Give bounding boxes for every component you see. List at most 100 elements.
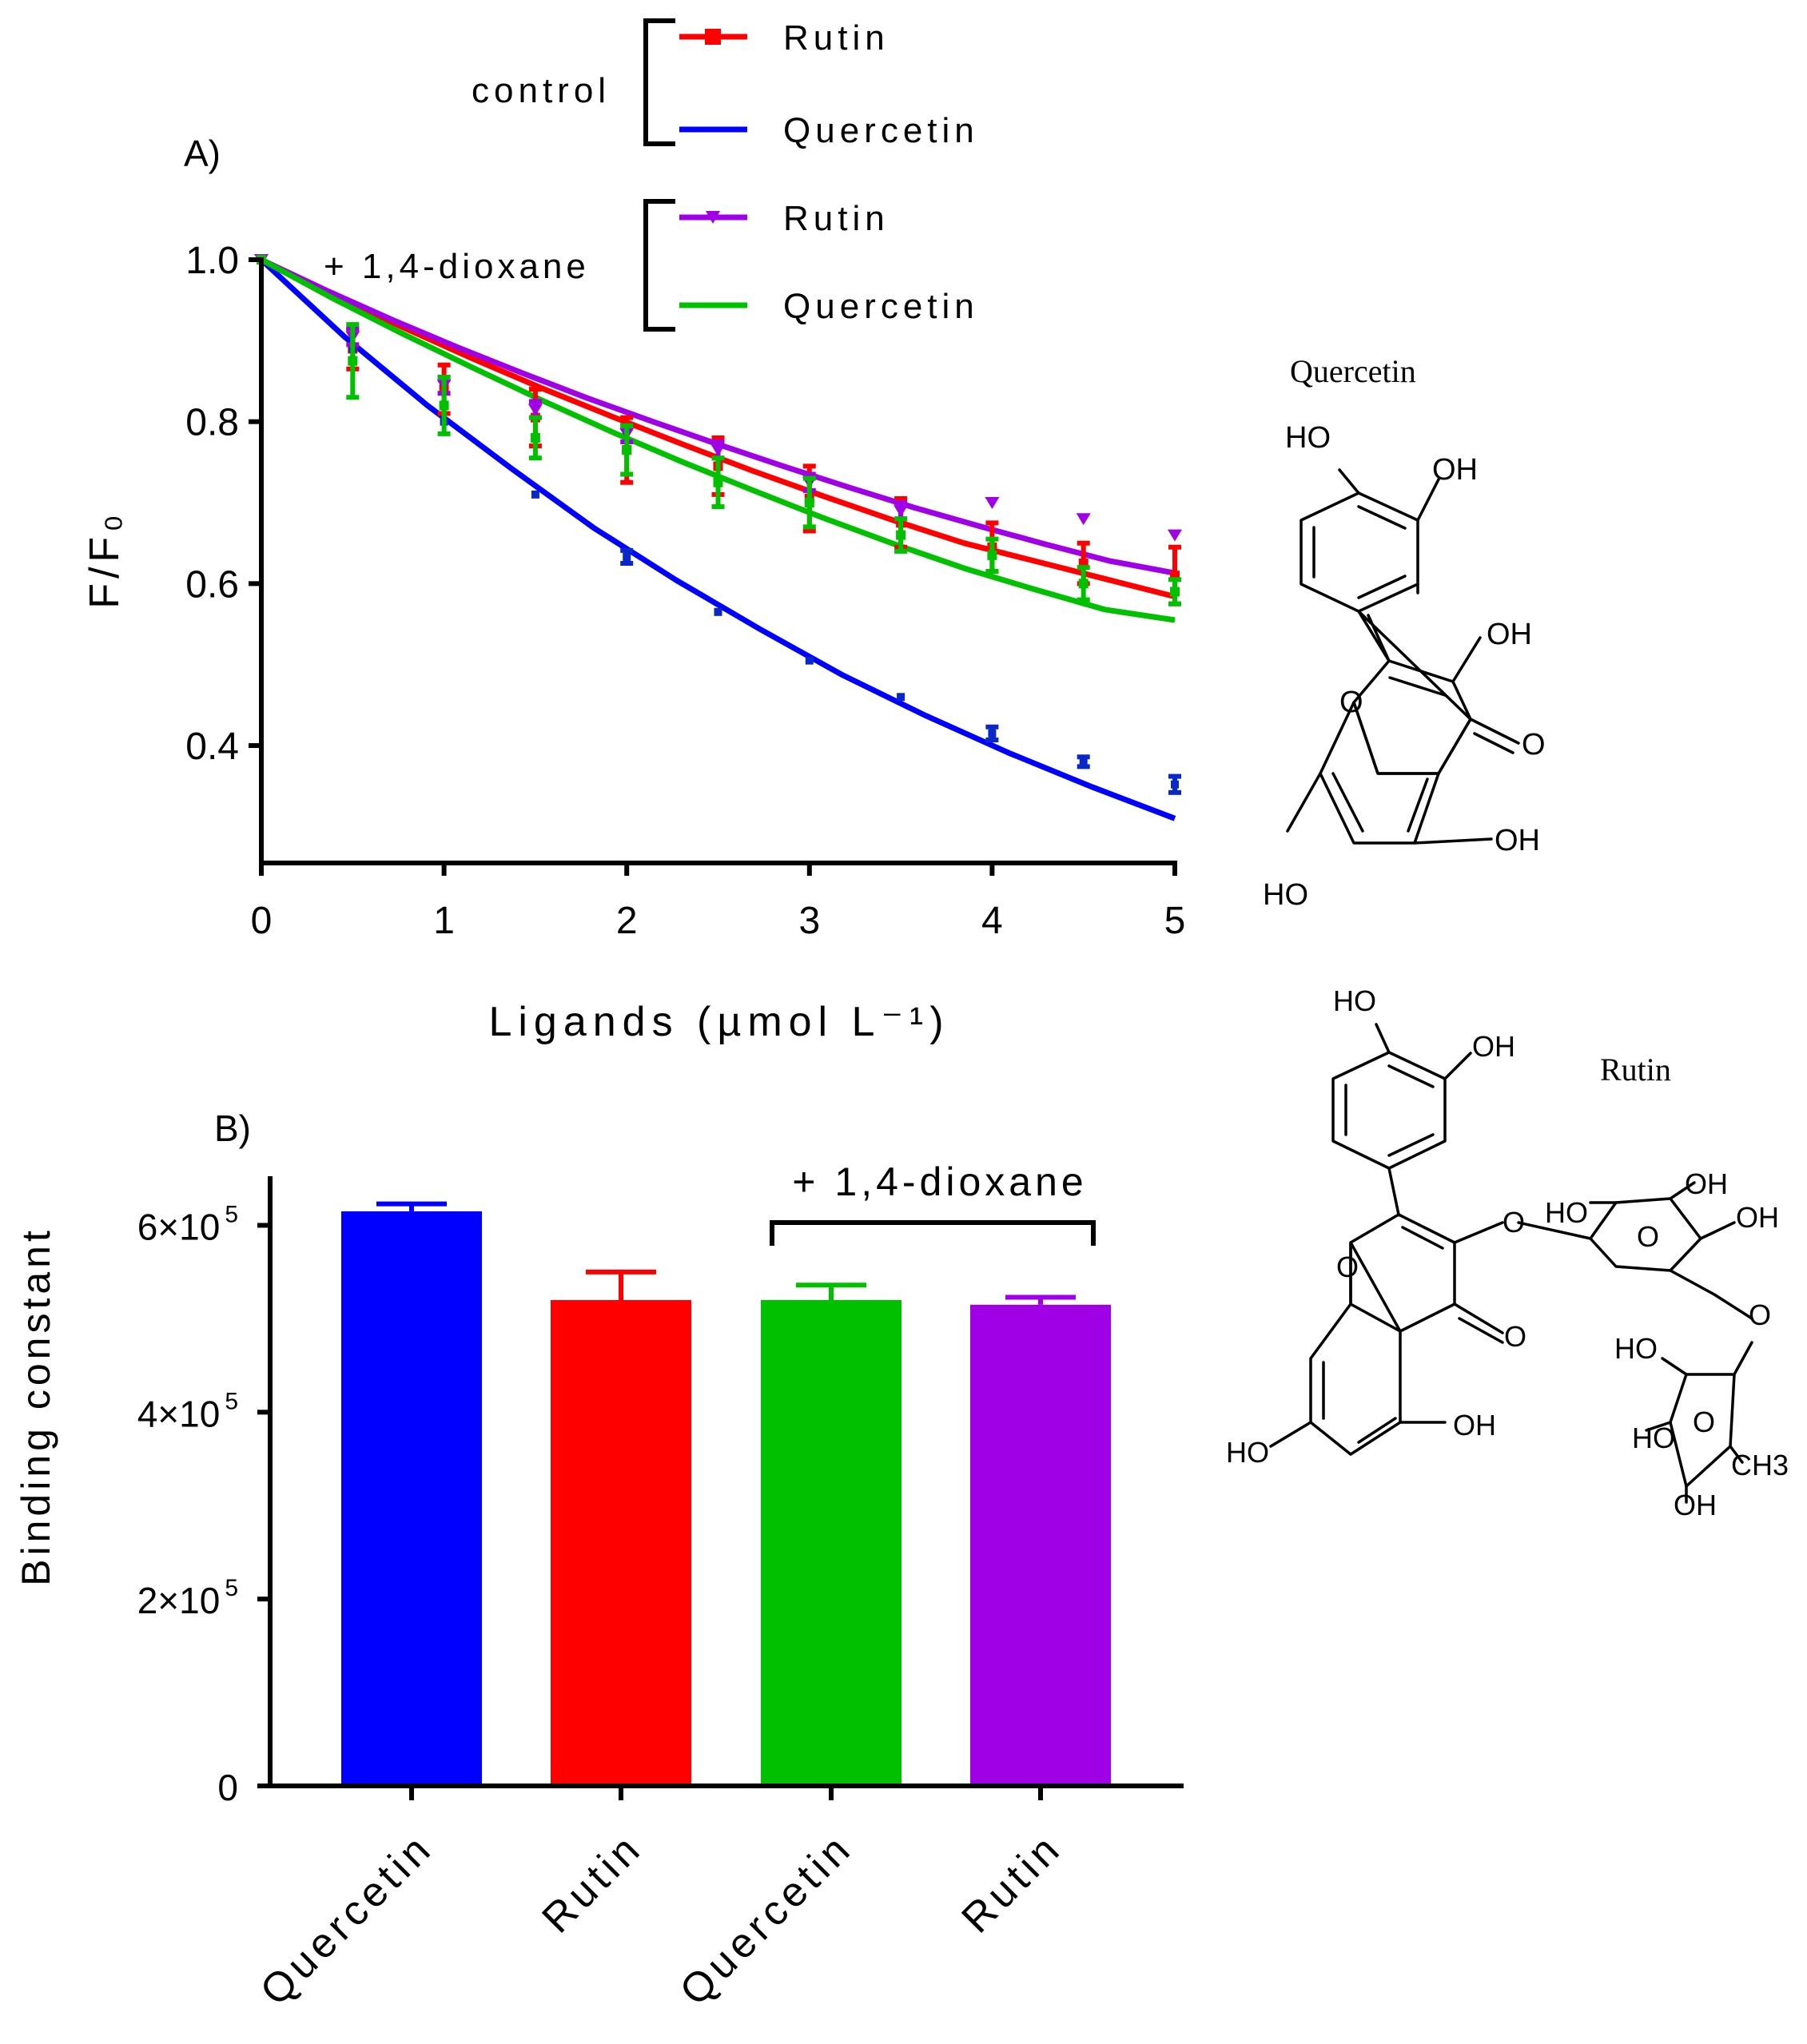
- data-point: [1078, 579, 1089, 589]
- rutin-structure-name: Rutin: [1600, 1052, 1671, 1088]
- rutin-atom-label: HO: [1545, 1196, 1588, 1229]
- x-tick-label: 0: [251, 900, 273, 942]
- y-tick-label: 0.8: [185, 402, 239, 444]
- panel-a-ticks: 0 1 2 3 4 5 1.0 0.8 0.6 0.4: [185, 240, 1185, 942]
- data-point: [623, 552, 631, 561]
- rutin-atom-label: HO: [1333, 984, 1376, 1017]
- y-tick-label: 1.0: [185, 240, 239, 282]
- data-point: [1171, 780, 1179, 789]
- legend-entries: Rutin Quercetin Rutin Quercetin: [679, 18, 979, 326]
- fit-curve-quercetin: [259, 257, 1176, 821]
- panel-b-y-axis-label: Binding constant: [14, 1227, 58, 1586]
- legend-swatch-marker: [706, 211, 720, 224]
- panel-b-label: B): [214, 1107, 251, 1149]
- legend-entry-label: Rutin: [783, 18, 890, 58]
- panel-b-bracket-label: + 1,4-dioxane: [792, 1159, 1087, 1204]
- quercetin-atom-label: HO: [1285, 421, 1331, 455]
- panel-a-legend: control + 1,4-dioxane RutinQuercetinRuti…: [324, 18, 979, 332]
- rutin-bonds: [1269, 1023, 1753, 1504]
- rutin-atom-label: O: [1637, 1220, 1659, 1253]
- data-point: [805, 656, 814, 665]
- y-tick-label: 0: [217, 1767, 238, 1808]
- data-point: [439, 400, 449, 411]
- data-point: [714, 607, 722, 616]
- rutin-atom-label: OH: [1674, 1489, 1717, 1521]
- rutin-atom-label: CH3: [1731, 1449, 1789, 1481]
- x-tick-label: Rutin: [953, 1823, 1071, 1942]
- rutin-atom-label: HO: [1614, 1332, 1658, 1365]
- legend-swatch-marker: [705, 29, 721, 45]
- legend-entry-label: Rutin: [783, 199, 890, 238]
- x-tick-label: Quercetin: [671, 1823, 862, 2014]
- data-point: [530, 432, 540, 443]
- quercetin-atom-label: HO: [1263, 878, 1308, 912]
- x-tick-label: 1: [433, 900, 455, 942]
- legend-entry-label: Quercetin: [783, 287, 979, 326]
- data-point: [804, 498, 814, 508]
- panel-b-dioxane-bracket: [770, 1220, 1096, 1246]
- panel-a-plot-area: [254, 254, 1182, 821]
- x-tick-label: Quercetin: [252, 1823, 443, 2014]
- rutin-atom-label: OH: [1453, 1409, 1496, 1442]
- legend-entry-label: Quercetin: [783, 111, 979, 150]
- data-point: [527, 404, 543, 416]
- quercetin-atom-label: OH: [1432, 453, 1478, 487]
- quercetin-atom-label: OH: [1495, 824, 1540, 857]
- data-point: [710, 444, 726, 457]
- data-point: [348, 356, 358, 366]
- data-point: [985, 497, 1000, 510]
- y-tick-label: 0.4: [185, 726, 239, 768]
- rutin-atom-label: OH: [1472, 1030, 1515, 1063]
- x-tick-label: 4: [981, 900, 1003, 942]
- legend-dioxane-bracket: [643, 199, 675, 332]
- quercetin-atom-label: O: [1522, 728, 1546, 762]
- data-point: [1076, 513, 1091, 526]
- quercetin-structure-name: Quercetin: [1290, 353, 1416, 389]
- y-tick-label: 6×10 5: [137, 1201, 238, 1247]
- quercetin-atom-label: OH: [1487, 618, 1532, 651]
- rutin-atom-label: O: [1336, 1251, 1359, 1283]
- data-point: [987, 550, 997, 560]
- legend-control-bracket: [643, 18, 675, 146]
- rutin-atom-label: OH: [1685, 1167, 1728, 1200]
- rutin-atom-label: HO: [1632, 1422, 1675, 1454]
- quercetin-atom-labels: HO OH OH O O OH HO: [1263, 421, 1546, 912]
- x-tick-label: 5: [1164, 900, 1186, 942]
- bar-quercetin: [761, 1300, 902, 1786]
- legend-control-label: control: [472, 71, 611, 110]
- y-tick-label: 2×10 5: [137, 1575, 238, 1621]
- panel-a-label: A): [184, 133, 221, 174]
- x-tick-label: 3: [798, 900, 820, 942]
- quercetin-structure: Quercetin HO OH OH O O OH HO: [1263, 353, 1546, 912]
- rutin-atom-label: OH: [1736, 1201, 1779, 1234]
- data-point: [894, 505, 909, 518]
- bar-rutin: [551, 1300, 691, 1786]
- panel-a-line-chart: A) 0 1 2 3 4 5 1.0 0.8 0.6 0.4 Ligands (µmol L⁻¹)…: [82, 18, 1185, 1045]
- data-point: [896, 530, 906, 540]
- panel-a-y-axis-label: F/F₀: [82, 510, 128, 609]
- bar-quercetin: [341, 1211, 482, 1786]
- panel-b-plot-area: [341, 1201, 1111, 1786]
- fit-curve-rutin: [260, 256, 1176, 599]
- quercetin-bonds: [1286, 468, 1520, 845]
- data-point: [1168, 529, 1182, 542]
- data-point: [713, 477, 723, 487]
- data-point: [622, 445, 632, 455]
- data-point: [897, 693, 905, 702]
- rutin-atom-label: HO: [1226, 1436, 1269, 1469]
- rutin-atom-label: O: [1749, 1298, 1771, 1331]
- quercetin-atom-label: O: [1339, 686, 1363, 719]
- rutin-atom-label: O: [1503, 1206, 1525, 1239]
- x-tick-label: 2: [616, 900, 638, 942]
- panel-a-x-axis-label: Ligands (µmol L⁻¹): [488, 999, 949, 1045]
- data-point: [531, 490, 539, 499]
- legend-dioxane-label: + 1,4-dioxane: [324, 247, 590, 286]
- data-point: [1079, 758, 1088, 766]
- x-tick-label: Rutin: [533, 1823, 651, 1942]
- data-point: [1170, 587, 1180, 597]
- bar-rutin: [970, 1304, 1111, 1786]
